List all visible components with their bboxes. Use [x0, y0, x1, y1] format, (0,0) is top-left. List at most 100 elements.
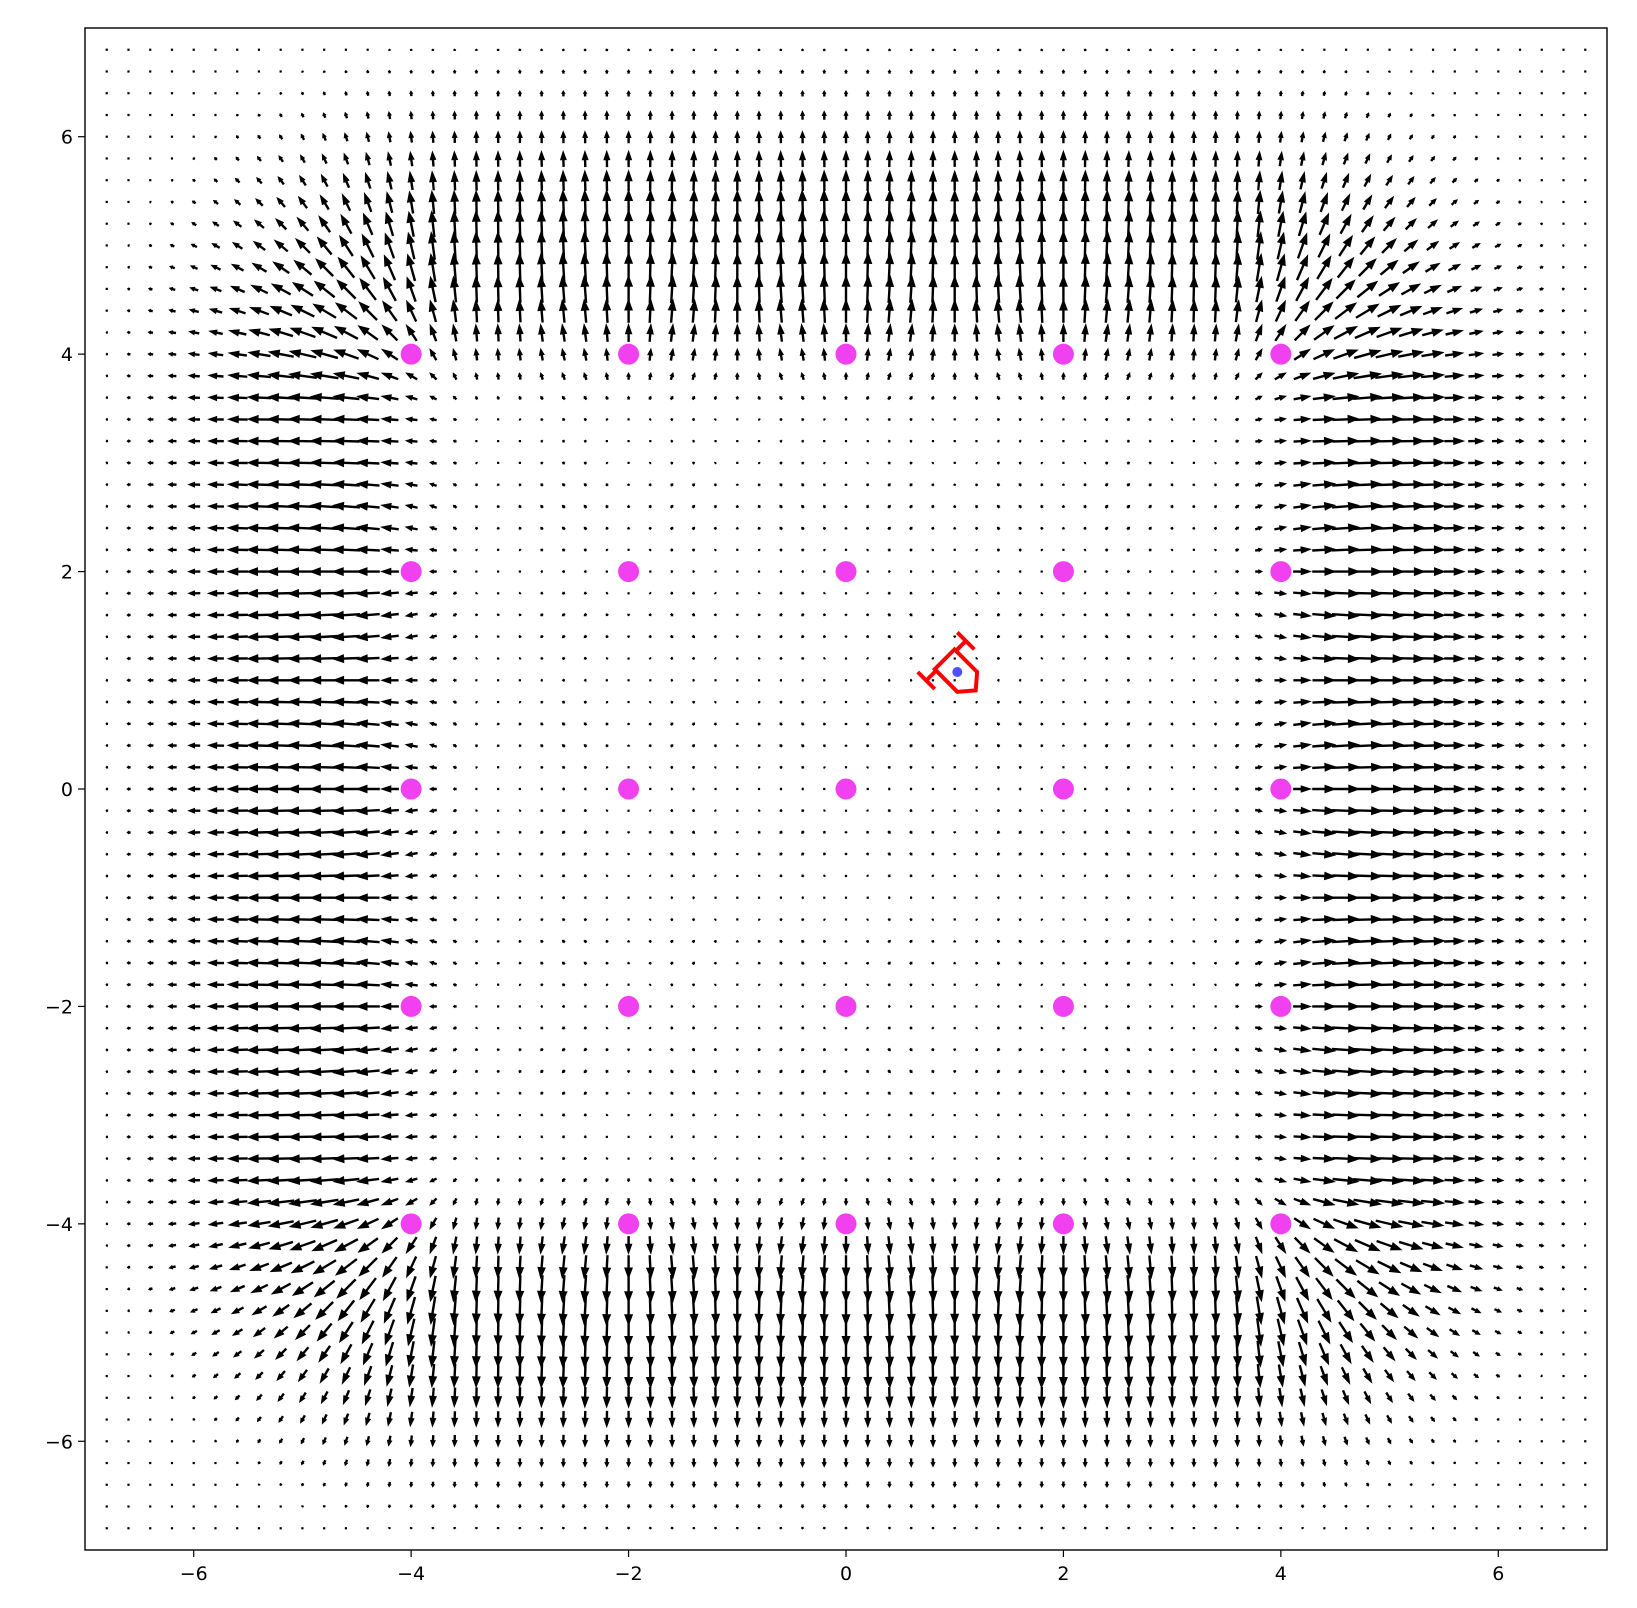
quiver-arrow: [1061, 1048, 1066, 1052]
quiver-arrow: [475, 1113, 478, 1117]
quiver-arrow: [1321, 131, 1327, 143]
quiver-arrow: [757, 1047, 761, 1052]
quiver-arrow: [669, 1047, 674, 1052]
quiver-arrow: [996, 1047, 1001, 1052]
quiver-arrow: [691, 372, 696, 381]
quiver-arrow: [518, 504, 522, 509]
quiver-arrow: [1397, 719, 1426, 729]
quiver-arrow: [1491, 503, 1505, 510]
quiver-arrow: [518, 570, 521, 573]
quiver-arrow: [473, 1435, 480, 1448]
quiver-arrow: [1561, 634, 1566, 639]
quiver-arrow: [1192, 418, 1195, 421]
quiver-arrow: [996, 526, 1001, 531]
quiver-arrow: [1104, 1458, 1110, 1468]
quiver-arrow: [1331, 1045, 1361, 1055]
quiver-arrow: [1352, 1089, 1383, 1098]
quiver-arrow: [381, 1236, 399, 1254]
quiver-arrow: [493, 1275, 503, 1303]
quiver-arrow: [1213, 1481, 1218, 1488]
quiver-arrow: [1148, 591, 1152, 595]
quiver-arrow: [380, 1111, 399, 1119]
quiver-arrow: [207, 1155, 224, 1163]
quiver-arrow: [147, 1265, 153, 1270]
quiver-arrow: [365, 1459, 371, 1467]
quiver-arrow: [518, 613, 522, 617]
quiver-arrow: [1293, 1154, 1312, 1163]
quiver-arrow: [1343, 111, 1349, 119]
quiver-arrow: [105, 656, 109, 661]
quiver-arrow: [605, 504, 609, 509]
quiver-arrow: [1451, 1394, 1458, 1401]
quiver-arrow: [1491, 959, 1505, 966]
quiver-arrow: [1583, 504, 1587, 509]
quiver-arrow: [1491, 1003, 1505, 1010]
quiver-arrow: [1274, 1256, 1286, 1279]
quiver-arrow: [340, 1343, 353, 1365]
quiver-arrow: [1444, 654, 1466, 663]
quiver-arrow: [669, 130, 676, 144]
quiver-arrow: [1214, 440, 1217, 443]
quiver-arrow: [1214, 591, 1217, 595]
quiver-arrow: [496, 1178, 501, 1183]
quiver-arrow: [736, 440, 739, 443]
quiver-arrow: [266, 1089, 295, 1098]
quiver-arrow: [496, 1527, 500, 1530]
quiver-arrow: [844, 809, 848, 812]
quiver-arrow: [1125, 1434, 1132, 1448]
quiver-arrow: [1384, 1369, 1395, 1383]
quiver-arrow: [257, 1527, 261, 1530]
quiver-arrow: [1538, 417, 1545, 422]
quiver-arrow: [865, 1178, 870, 1183]
quiver-arrow: [952, 1481, 957, 1488]
quiver-arrow: [266, 523, 296, 533]
quiver-arrow: [1192, 613, 1196, 617]
quiver-arrow: [1420, 523, 1446, 533]
quiver-arrow: [993, 1255, 1003, 1280]
quiver-arrow: [309, 392, 339, 402]
quiver-arrow: [1374, 849, 1405, 859]
quiver-arrow: [1300, 1527, 1305, 1530]
quiver-arrow: [1360, 1345, 1374, 1363]
quiver-arrow: [233, 220, 243, 228]
quiver-arrow: [1331, 958, 1361, 968]
quiver-arrow: [1062, 548, 1065, 551]
quiver-arrow: [1293, 1002, 1313, 1011]
quiver-arrow: [365, 111, 371, 119]
quiver-arrow: [126, 917, 131, 922]
quiver-arrow: [732, 230, 742, 261]
quiver-arrow: [1254, 210, 1264, 238]
quiver-arrow: [906, 1317, 916, 1348]
quiver-arrow: [778, 110, 784, 120]
quiver-arrow: [1332, 371, 1360, 380]
quiver-arrow: [1467, 981, 1486, 989]
quiver-arrow: [105, 1135, 108, 1139]
quiver-arrow: [343, 1413, 350, 1426]
quiver-arrow: [1293, 1111, 1312, 1119]
quiver-arrow: [515, 1317, 525, 1348]
quiver-arrow: [1214, 1113, 1217, 1117]
quiver-arrow: [1470, 264, 1482, 271]
quiver-arrow: [1365, 91, 1370, 96]
quiver-arrow: [289, 327, 316, 339]
quiver-arrow: [1234, 1047, 1240, 1052]
quiver-arrow: [625, 1434, 632, 1448]
quiver-arrow: [1491, 1090, 1505, 1097]
quiver-arrow: [670, 69, 675, 74]
quiver-arrow: [844, 918, 848, 921]
quiver-arrow: [1167, 209, 1177, 238]
quiver-arrow: [1059, 1236, 1068, 1256]
quiver-arrow: [452, 526, 458, 531]
quiver-arrow: [995, 110, 1001, 120]
quiver-arrow: [757, 395, 761, 400]
quiver-arrow: [380, 546, 399, 554]
source-point: [400, 778, 422, 800]
quiver-arrow: [1213, 1047, 1218, 1052]
quiver-arrow: [1447, 263, 1462, 272]
quiver-arrow: [670, 700, 674, 704]
quiver-arrow: [1584, 1287, 1587, 1291]
quiver-arrow: [147, 699, 154, 705]
quiver-arrow: [603, 1236, 611, 1255]
quiver-arrow: [1538, 1025, 1545, 1031]
quiver-arrow: [1170, 504, 1174, 509]
